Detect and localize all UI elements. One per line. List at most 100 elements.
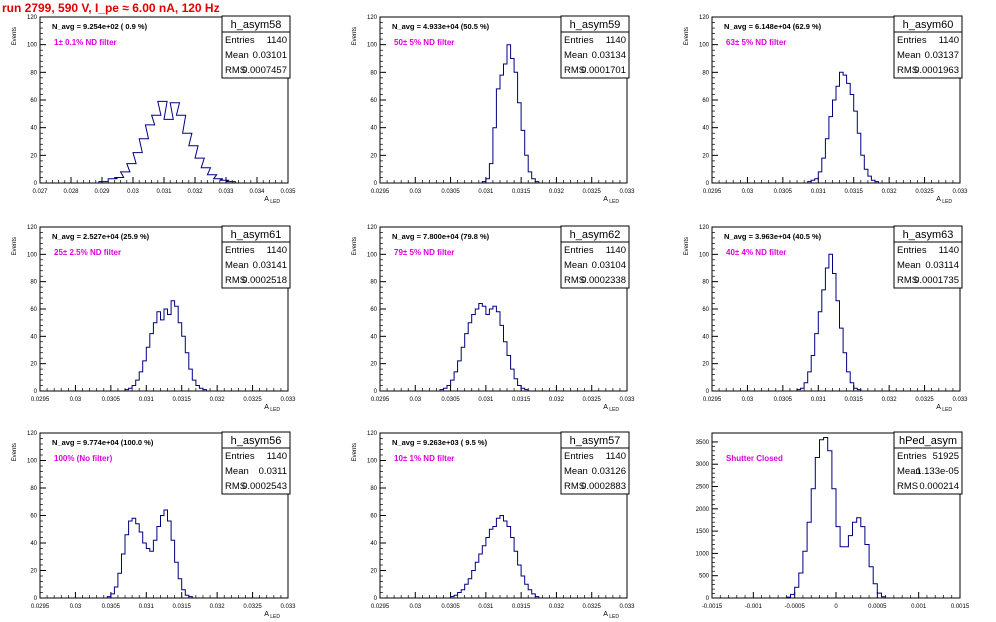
x-tick-label: 0.0305 — [774, 189, 793, 195]
x-tick-label: 0.027 — [32, 189, 48, 195]
y-tick-label: 40 — [30, 334, 37, 340]
stats-box — [221, 225, 291, 289]
histogram-name: h_asym63 — [903, 229, 954, 241]
navg-label: N_avg = 9.263e+03 ( 9.5 %) — [392, 438, 488, 447]
x-tick-label: -0.0015 — [702, 604, 723, 610]
y-tick-label: 20 — [30, 153, 37, 159]
x-tick-label: 0.0315 — [512, 604, 531, 610]
stats-label: RMS — [564, 481, 585, 492]
x-tick-label: 0.001 — [911, 604, 927, 610]
x-tick-label: 0.029 — [94, 189, 110, 195]
x-tick-label: 0.033 — [280, 604, 296, 610]
x-tick-label: 0.0325 — [243, 604, 262, 610]
stats-value: 1140 — [606, 245, 626, 256]
stats-value: 0.03114 — [925, 260, 959, 271]
x-tick-label: 0.0325 — [583, 189, 602, 195]
x-tick-label: 0.031 — [811, 397, 827, 403]
stats-value: 1140 — [267, 451, 287, 462]
stats-value: 0.0002543 — [242, 481, 287, 492]
x-tick-label: 0.033 — [218, 189, 234, 195]
histogram-line — [796, 253, 862, 391]
x-tick-label: 0.0305 — [441, 397, 460, 403]
histogram-line — [785, 437, 887, 598]
x-tick-label: 0.03 — [70, 604, 82, 610]
x-tick-label: 0.03 — [409, 604, 421, 610]
x-tick-label: 0.031 — [139, 604, 155, 610]
y-tick-label: 0 — [34, 181, 38, 187]
panel-h_asym59: 0 20 40 60 80 100 120 0.0295 0.03 0.0305 0.031 0.03… — [352, 15, 635, 205]
x-tick-label: 0.0315 — [845, 397, 864, 403]
y-tick-label: 120 — [27, 225, 38, 231]
stats-value: 51925 — [933, 451, 959, 462]
stats-label: RMS — [897, 65, 918, 76]
x-tick-label: 0.028 — [63, 189, 79, 195]
y-tick-label: 40 — [370, 541, 377, 547]
x-tick-label: 0.0305 — [774, 397, 793, 403]
x-tick-label: 0.0295 — [371, 604, 390, 610]
x-tick-label: 0.0295 — [703, 189, 722, 195]
x-tick-label: 0.031 — [478, 189, 494, 195]
y-tick-label: 120 — [27, 15, 38, 21]
y-tick-label: 20 — [702, 362, 709, 368]
x-axis-title: A LED — [264, 404, 280, 413]
histogram-line — [98, 100, 236, 183]
histogram-name: h_asym61 — [231, 229, 282, 241]
x-tick-label: 0.03 — [70, 397, 82, 403]
filter-label: 25± 2.5% ND filter — [54, 248, 121, 257]
stats-label: Mean — [225, 260, 249, 271]
y-tick-label: 0 — [374, 389, 378, 395]
x-tick-label: 0.0015 — [951, 604, 970, 610]
stats-label: Entries — [564, 451, 594, 462]
x-axis-title-sub: LED — [269, 407, 281, 413]
stats-value: 1140 — [606, 451, 626, 462]
navg-label: N_avg = 2.527e+04 (25.9 %) — [52, 232, 150, 241]
y-tick-label: 40 — [30, 541, 37, 547]
x-tick-label: 0.0305 — [102, 397, 121, 403]
stats-value: 0.0002518 — [242, 275, 287, 286]
y-tick-label: 120 — [367, 431, 378, 437]
x-tick-label: 0.0325 — [583, 397, 602, 403]
y-tick-label: 80 — [30, 486, 37, 492]
x-tick-label: 0.0315 — [845, 189, 864, 195]
stats-value: 0.0311 — [259, 466, 287, 477]
y-tick-label: 60 — [702, 307, 709, 313]
histogram-line — [124, 300, 207, 391]
y-tick-label: 120 — [699, 15, 710, 21]
y-tick-label: 120 — [367, 225, 378, 231]
stats-value: 0.03134 — [592, 50, 626, 61]
stats-label: Mean — [564, 50, 588, 61]
x-tick-label: 0.03 — [409, 189, 421, 195]
x-axis-title: A LED — [264, 611, 280, 620]
x-tick-label: 0.0305 — [441, 189, 460, 195]
x-tick-label: 0.033 — [619, 189, 635, 195]
x-axis-title: A LED — [603, 404, 619, 413]
y-tick-label: 100 — [367, 459, 378, 465]
navg-label: N_avg = 6.148e+04 (62.9 %) — [724, 22, 822, 31]
y-tick-label: 80 — [370, 486, 377, 492]
histogram-line — [439, 303, 529, 391]
histogram-name: h_asym59 — [570, 19, 621, 31]
y-tick-label: 0 — [374, 181, 378, 187]
x-tick-label: 0.03 — [742, 397, 754, 403]
stats-box — [560, 225, 630, 289]
stats-box — [893, 225, 963, 289]
panel-h_asym57: 0 20 40 60 80 100 120 0.0295 0.03 0.0305 0.031 0.03… — [352, 431, 635, 620]
stats-value: 1140 — [267, 245, 287, 256]
navg-label: N_avg = 4.933e+04 (50.5 %) — [392, 22, 490, 31]
panel-h_asym56: 0 20 40 60 80 100 120 0.0295 0.03 0.0305 0.031 0.03… — [12, 431, 296, 620]
x-tick-label: 0.0295 — [31, 397, 50, 403]
x-tick-label: 0.0315 — [173, 604, 192, 610]
y-tick-label: 3000 — [696, 462, 710, 468]
stats-value: 1140 — [606, 35, 626, 46]
histogram-name: h_asym56 — [231, 435, 282, 447]
stats-label: Entries — [897, 245, 927, 256]
navg-label: N_avg = 9.774e+04 (100.0 %) — [52, 438, 154, 447]
y-tick-label: 40 — [702, 334, 709, 340]
y-axis-title: Events — [12, 443, 18, 461]
x-axis-title-sub: LED — [941, 199, 953, 205]
stats-label: Mean — [225, 50, 249, 61]
y-axis-title: Events — [352, 27, 358, 45]
y-tick-label: 20 — [702, 153, 709, 159]
stats-value: 0.03104 — [592, 260, 626, 271]
